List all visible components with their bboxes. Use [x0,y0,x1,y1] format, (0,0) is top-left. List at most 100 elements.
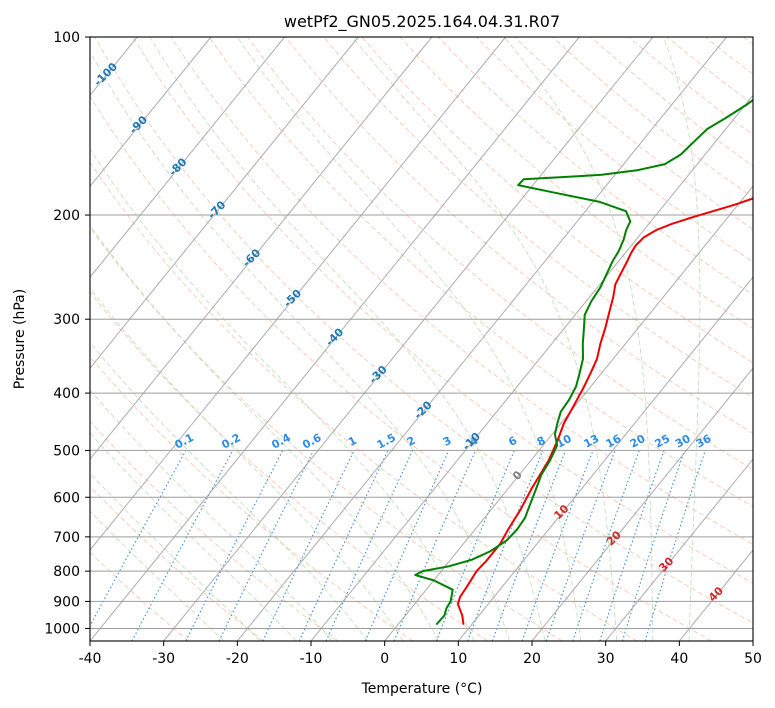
mixing-ratio-line [325,450,414,641]
isotherm-line [90,37,285,279]
moist-adiabat-line [90,147,475,641]
x-tick-label: 20 [523,651,541,667]
x-tick-label: -30 [152,651,175,667]
isotherm-line [752,640,753,641]
dry-adiabat-line [666,37,753,105]
x-tick-label: -40 [79,651,102,667]
dry-adiabat-line [90,420,339,641]
x-axis-ticks: -40 -30 -20 -10 0 10 20 30 40 50 [79,641,762,667]
temperature-profile-line [456,197,753,625]
mixing-ratio-label: 36 [694,432,714,451]
x-tick-label: 0 [380,651,389,667]
dry-adiabat-line [90,161,638,641]
mixing-ratio-line [621,450,686,641]
dry-adiabat-line [90,291,488,641]
moist-adiabat-line [236,37,582,641]
y-tick-label: 500 [53,443,80,459]
isotherm-line [90,37,580,641]
mixing-ratio-line [545,450,616,641]
mixing-ratio-line [435,450,515,641]
isotherm-line [0,37,64,641]
y-tick-label: 800 [53,564,80,580]
y-tick-label: 900 [53,594,80,610]
isotherm-line [531,367,753,641]
mixing-ratio-line [298,450,389,641]
y-tick-label: 100 [53,30,80,46]
x-axis-label: Temperature (°C) [361,681,483,697]
moist-adiabat-line [352,37,618,641]
mixing-ratio-line [131,450,234,641]
y-tick-label: 400 [53,386,80,402]
mixing-ratio-label: 1.5 [375,431,398,452]
isotherm-line [310,94,753,641]
mixing-ratio-line [644,450,706,641]
dry-adiabat-line [399,37,753,330]
moist-adiabat-line [149,37,546,641]
y-tick-label: 200 [53,208,80,224]
mixing-ratio-line [90,450,187,627]
y-tick-label: 600 [53,490,80,506]
dry-adiabat-line [94,37,753,624]
isotherm-line [90,37,506,551]
y-axis-label: Pressure (hPa) [12,289,28,389]
mixing-ratio-label: 1 [346,434,359,449]
mixing-ratio-line [262,450,355,641]
dry-adiabats [90,37,753,641]
mixing-ratio-label: 20 [628,432,648,451]
dry-adiabat-line [208,37,753,508]
isotherm-line [90,37,212,188]
mixing-ratio-lines [90,450,706,641]
dry-adiabat-line [437,37,753,296]
moist-adiabat-line [503,37,654,641]
mixing-ratio-label: 30 [673,432,693,451]
mixing-ratio-label: 16 [604,432,624,451]
isotherm-line [384,185,753,641]
dry-adiabat-line [475,37,753,263]
dry-adiabat-line [514,37,753,230]
moist-adiabat-line [90,510,225,641]
isotherm-line [90,37,433,460]
mixing-ratio-line [521,450,594,641]
dry-adiabat-line [90,226,563,641]
moist-adiabat-line [90,287,404,641]
dry-adiabat-line [552,37,753,198]
dry-adiabat-line [743,37,753,45]
isobar-grid [90,37,753,629]
mixing-ratio-line [466,450,544,641]
mixing-ratio-line [572,450,640,641]
moist-adiabat-line [90,432,297,641]
dry-adiabat-line [90,551,190,641]
isotherm-line [163,37,654,641]
mixing-ratio-label: 0.6 [300,431,324,452]
mixing-ratio-label: 13 [582,432,602,451]
moist-adiabat-line [90,341,369,641]
moist-adiabat-line [90,50,510,641]
dry-adiabat-line [247,37,753,471]
x-tick-label: 40 [670,651,688,667]
series-lines [414,98,753,626]
y-tick-label: 1000 [44,621,80,637]
adiabat-label: -100 [91,60,120,89]
isotherm-line [605,458,753,641]
x-tick-label: -20 [226,651,249,667]
plot-frame [89,36,754,642]
x-tick-label: 50 [744,651,762,667]
isotherm-line [90,37,359,369]
mixing-ratio-line [393,450,477,641]
dry-adiabat-line [132,37,753,584]
dry-adiabat-line [590,37,753,167]
dry-adiabat-line [170,37,753,545]
mixing-ratio-label: 6 [506,434,519,449]
mixing-ratio-label: 25 [653,432,673,451]
dry-adiabat-line [361,37,753,364]
y-axis-ticks: 100 200 300 400 500 600 700 800 900 1000 [44,30,90,637]
isotherm-line [457,276,753,641]
dry-adiabat-line [90,95,712,641]
mixing-ratio-label: 2 [405,434,418,449]
dewpoint-profile-line [414,98,753,626]
x-tick-label: 10 [449,651,467,667]
plot-area: 0.1 0.2 0.4 0.6 1 1.5 2 3 4 6 8 10 13 16 20 25 30 36-100-… [0,37,753,641]
chart-title: wetPf2_GN05.2025.164.04.31.R07 [284,12,560,32]
mixing-ratio-label: 0.2 [219,431,242,452]
